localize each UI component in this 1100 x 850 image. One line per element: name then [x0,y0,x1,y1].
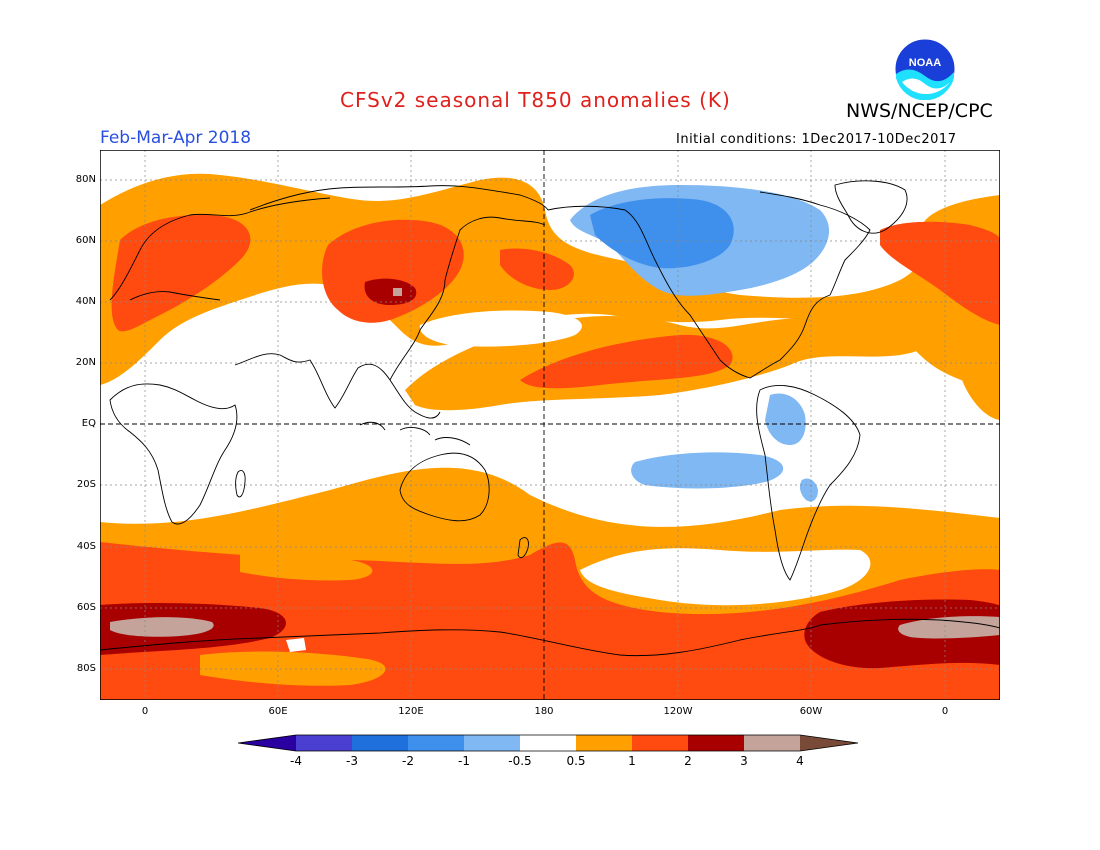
lat-label: EQ [81,418,96,429]
colorbar-segment [688,735,744,751]
colorbar-label: 4 [796,754,804,768]
anomaly-neg2-north-america [590,198,734,269]
anomaly-map [100,150,1000,700]
anomaly-4-southeast [898,616,1000,639]
lon-label: 0 [141,706,149,717]
anomaly-2-east-pacific [880,221,1000,325]
lat-label: 80S [76,663,96,674]
lon-label: 60E [268,706,288,717]
colorbar-segment [632,735,688,751]
anomaly-1-indian-ocean [240,551,373,581]
anomaly-neg1-amazon [765,393,806,445]
colorbar-label: -0.5 [508,754,532,768]
anomaly-4-southwest [110,617,214,637]
colorbar-segment [408,735,464,751]
lon-label: 120E [398,706,424,717]
agency-label: NWS/NCEP/CPC [846,100,993,122]
colorbar-arrow-low [238,735,296,751]
initial-conditions: Initial conditions: 1Dec2017-10Dec2017 [676,132,957,147]
lat-label: 20N [75,357,96,368]
colorbar-label: 2 [684,754,692,768]
lat-label: 40S [76,541,96,552]
colorbar-segment [464,735,520,751]
anomaly-1-australia [412,485,450,504]
lat-label: 40N [75,296,96,307]
anomaly-neg1-south-america [799,478,818,502]
colorbar-label: -2 [402,754,414,768]
colorbar-segment [296,735,352,751]
forecast-period: Feb-Mar-Apr 2018 [100,128,252,148]
anomaly-4-east-asia [393,288,402,296]
anomaly-2-east-asia [322,219,464,323]
colorbar-label: 0.5 [566,754,586,768]
white-patch-antarctic [286,638,306,652]
lon-label: 0 [941,706,949,717]
colorbar-label: -3 [346,754,358,768]
white-gap-eurasia [240,298,365,352]
map-title: CFSv2 seasonal T850 anomalies (K) [340,88,731,112]
colorbar-label: -1 [458,754,470,768]
colorbar-arrow-high [800,735,858,751]
lat-label: 20S [76,479,96,490]
lon-label: 60W [799,706,823,717]
noaa-logo: NOAA [894,38,956,100]
coastlines [100,180,1000,657]
colorbar-segment [744,735,800,751]
colorbar-segment [352,735,408,751]
lon-label: 180 [534,706,554,717]
anomaly-3-east-asia [364,278,417,305]
anomaly-1-atlantic [960,342,1000,420]
anomaly-neg1-south-pacific [631,452,784,489]
lat-label: 80N [75,174,96,185]
svg-text:NOAA: NOAA [909,57,941,69]
colorbar-label: 3 [740,754,748,768]
lat-label: 60S [76,602,96,613]
colorbar-label: -4 [290,754,302,768]
white-gap-south-pacific [580,548,871,606]
anomaly-1-antarctic [200,651,386,686]
lon-label: 120W [663,706,693,717]
lat-label: 60N [75,235,96,246]
colorbar-segment [520,735,576,751]
colorbar [238,734,859,752]
colorbar-segment [576,735,632,751]
anomaly-2-north-america [500,248,574,290]
anomaly-2-tropical-pacific [520,334,733,389]
colorbar-label: 1 [628,754,636,768]
white-gap-north-pacific [419,310,582,347]
